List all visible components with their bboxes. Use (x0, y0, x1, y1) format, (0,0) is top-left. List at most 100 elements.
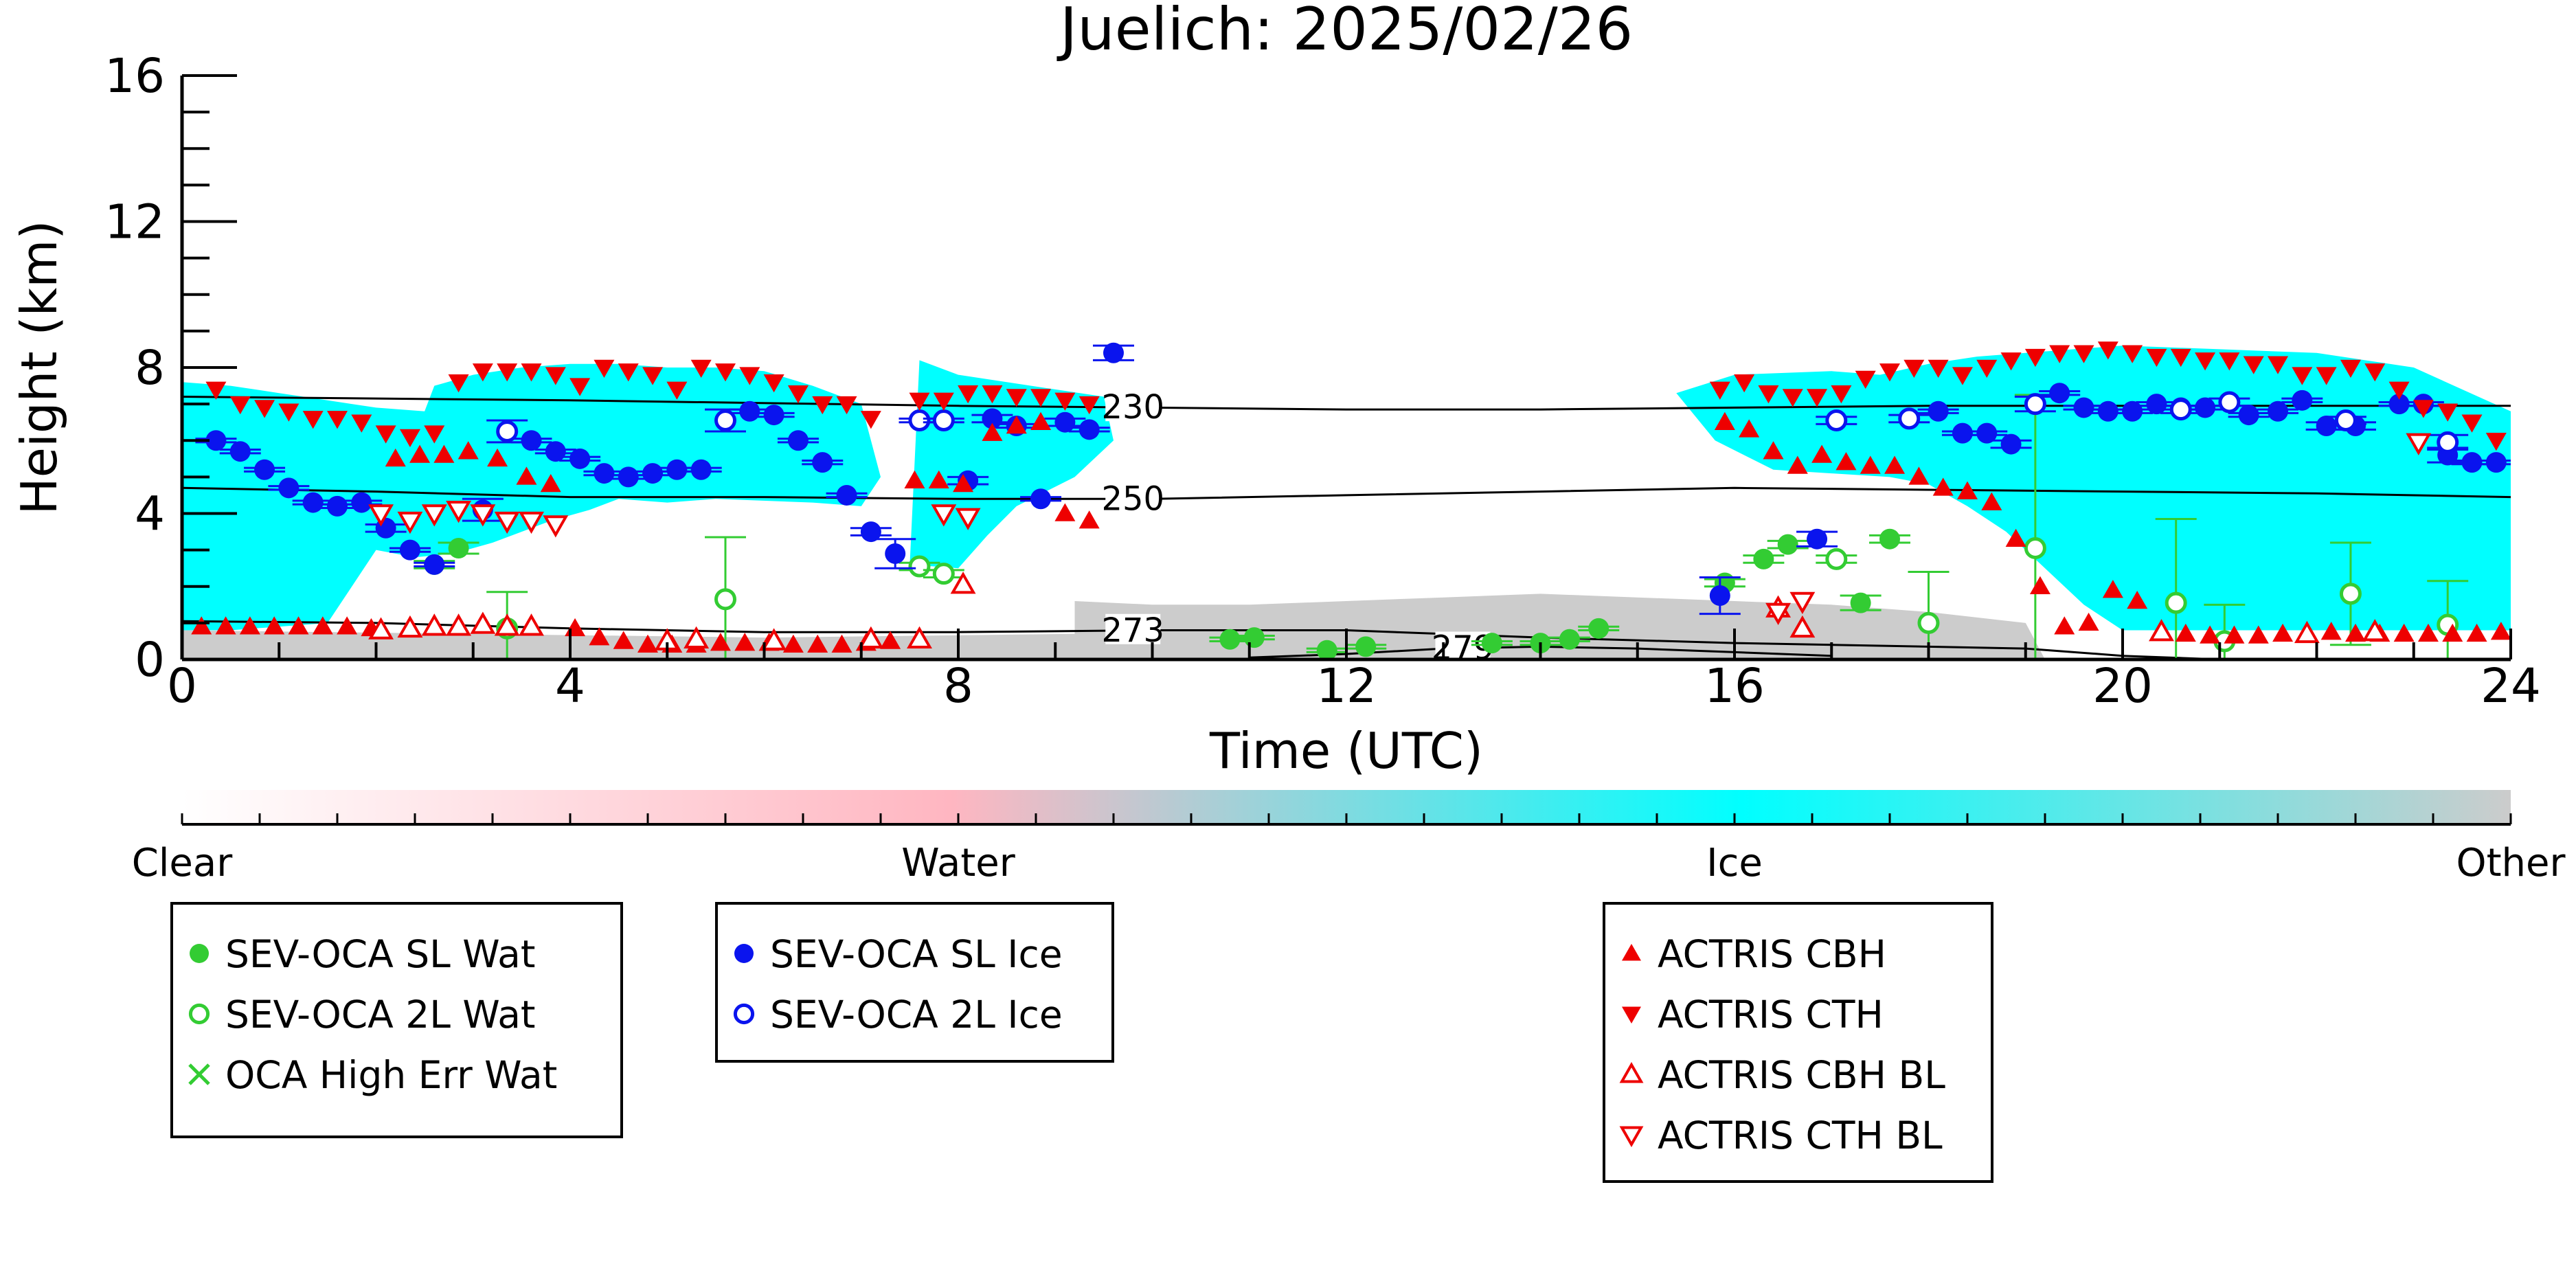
series-sev-oca-2l-ice (486, 391, 2469, 453)
data-point (1777, 534, 1798, 555)
data-point (543, 515, 569, 538)
data-point (2413, 400, 2434, 418)
data-point (860, 411, 881, 429)
data-point (545, 441, 566, 462)
data-point (1976, 422, 1998, 444)
data-point (1243, 627, 1265, 648)
data-point (288, 616, 309, 635)
data-point (2122, 400, 2143, 422)
data-point (351, 492, 372, 513)
data-point (421, 504, 447, 527)
data-point (2437, 403, 2459, 422)
data-point (1855, 370, 1876, 389)
marker-layer (191, 341, 2511, 659)
data-point (278, 477, 300, 499)
data-point (1908, 466, 1930, 485)
data-point (421, 613, 447, 636)
data-point (385, 448, 406, 467)
data-point (1860, 455, 1881, 474)
x-tick-label: 20 (2092, 659, 2153, 714)
data-point (1753, 548, 1774, 569)
data-point (2073, 345, 2094, 363)
data-point (470, 611, 496, 634)
data-point (618, 466, 639, 488)
data-point (205, 381, 227, 400)
legend-box-2: SEV-OCA SL Ice SEV-OCA 2L Ice (715, 902, 1114, 1063)
data-point (2146, 394, 2167, 415)
data-point (2334, 409, 2357, 432)
data-point (2195, 397, 2216, 418)
data-point (565, 618, 586, 637)
data-point (1952, 422, 1973, 444)
data-point (2466, 623, 2487, 642)
data-point (2292, 389, 2313, 411)
data-point (302, 411, 324, 429)
data-point (1758, 385, 1779, 404)
data-point (1739, 419, 1760, 438)
data-point (433, 444, 455, 463)
data-point (714, 588, 736, 611)
legend-marker (188, 1063, 210, 1085)
data-point (2049, 383, 2070, 404)
data-point (569, 378, 591, 396)
data-point (807, 634, 828, 653)
data-point (2364, 363, 2386, 382)
data-point (1807, 528, 1828, 550)
data-point (516, 466, 537, 485)
y-tick-label: 12 (104, 195, 165, 250)
legend-label: ACTRIS CTH BL (1658, 1114, 1943, 1157)
data-point (457, 441, 479, 460)
data-point (2165, 591, 2187, 614)
data-point (278, 403, 300, 422)
data-point (1709, 381, 1730, 400)
data-point (1835, 452, 1857, 471)
data-point (2294, 620, 2320, 644)
data-point (1714, 411, 1735, 430)
data-point (239, 616, 260, 635)
data-point (2049, 345, 2070, 363)
data-point (2000, 352, 2022, 371)
data-point (519, 511, 544, 534)
data-point (932, 409, 955, 432)
legend-label: ACTRIS CBH BL (1658, 1053, 1945, 1097)
data-point (191, 616, 212, 635)
data-point (2122, 345, 2143, 363)
data-point (446, 613, 472, 636)
x-axis-title: Time (UTC) (1209, 722, 1483, 780)
data-point (642, 367, 664, 385)
data-point (2268, 400, 2288, 422)
data-point (2345, 623, 2366, 642)
data-point (860, 521, 881, 543)
data-point (739, 367, 760, 385)
data-point (2485, 433, 2507, 451)
legend-marker (1619, 1061, 1644, 1083)
data-point (982, 422, 1003, 441)
data-point (2316, 416, 2337, 436)
data-point (1030, 389, 1052, 407)
data-point (351, 414, 372, 433)
data-point (2406, 433, 2432, 455)
data-point (1481, 633, 1502, 654)
data-point (1054, 392, 1076, 411)
data-point (448, 537, 469, 558)
legend-frame (715, 902, 1114, 1063)
data-point (763, 374, 784, 393)
data-point (1811, 444, 1833, 463)
data-point (2078, 612, 2099, 631)
data-point (812, 452, 833, 473)
x-tick-label: 8 (943, 659, 973, 714)
y-axis-title: Height (km) (10, 221, 68, 515)
data-point (1709, 585, 1730, 607)
data-point (1981, 492, 2002, 510)
data-point (931, 504, 957, 527)
legend-label: OCA High Err Wat (225, 1053, 557, 1097)
data-point (836, 484, 857, 506)
data-point (885, 543, 906, 564)
data-point (1078, 510, 1100, 529)
data-point (399, 429, 420, 447)
data-point (2417, 623, 2439, 642)
data-point (907, 626, 932, 649)
data-point (2054, 616, 2075, 635)
data-point (1825, 547, 1848, 570)
